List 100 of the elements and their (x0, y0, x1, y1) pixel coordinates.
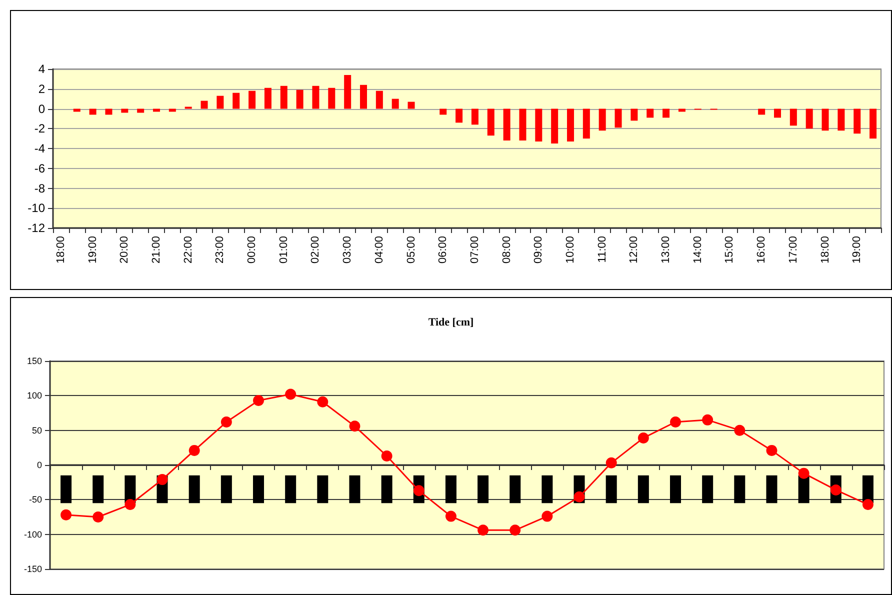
point (317, 396, 328, 408)
x-tick-label: 20:00 (118, 236, 131, 264)
x-tick-label: 16:00 (756, 236, 768, 264)
y-tick-label: -50 (28, 494, 42, 505)
point (253, 395, 264, 406)
y-tick-label: 2 (38, 82, 46, 96)
x-tick-label: 12:00 (628, 236, 640, 264)
x-tick-label: 17:00 (787, 236, 800, 264)
y-tick-label: -2 (34, 122, 46, 136)
bar (89, 108, 96, 115)
point (60, 509, 72, 520)
x-tick-label: 14:00 (692, 236, 704, 264)
bar (774, 108, 781, 118)
x-tick-label: 22:00 (182, 236, 194, 264)
point (478, 524, 489, 536)
x-tick-label: 05:00 (405, 236, 418, 264)
bar (440, 108, 447, 115)
point (830, 484, 842, 496)
x-tick-label: 11:00 (596, 236, 608, 263)
point (606, 457, 617, 468)
point (156, 474, 168, 486)
bar (503, 108, 510, 141)
y-tick-label: -100 (24, 529, 42, 540)
bar (614, 108, 622, 128)
point (702, 414, 714, 426)
bar (471, 108, 478, 125)
bar (312, 86, 320, 109)
bar (630, 108, 638, 121)
bar (200, 100, 208, 109)
bar (838, 108, 845, 131)
bar (105, 108, 112, 115)
point (862, 499, 874, 510)
point (381, 450, 392, 462)
bar (232, 92, 240, 109)
bar (487, 108, 494, 136)
bar (646, 108, 654, 118)
x-tick-label: 15:00 (724, 236, 736, 264)
bar (870, 108, 877, 139)
point (124, 499, 136, 510)
bar (456, 108, 463, 123)
bar (216, 96, 224, 109)
point (734, 424, 746, 436)
bar (551, 108, 558, 144)
bar (392, 98, 399, 109)
x-tick-label: 01:00 (278, 236, 290, 264)
bar (598, 108, 606, 131)
point (766, 444, 778, 456)
bar (535, 108, 542, 142)
x-tick-label: 19:00 (851, 236, 864, 264)
bar (790, 108, 797, 126)
bar (806, 108, 813, 129)
y-tick-label: 50 (32, 425, 42, 436)
point (445, 510, 456, 522)
x-tick-label: 08:00 (500, 236, 513, 264)
point (542, 510, 553, 522)
bar (328, 88, 336, 109)
x-tick-label: 06:00 (437, 236, 450, 264)
x-tick-label: 18:00 (819, 236, 832, 264)
bar (567, 108, 574, 142)
y-tick-label: -4 (34, 142, 46, 156)
x-tick-label: 02:00 (310, 236, 322, 264)
bar (376, 90, 383, 109)
x-tick-label: 21:00 (150, 236, 162, 264)
point (220, 416, 232, 428)
point (92, 512, 104, 522)
bar (854, 108, 861, 134)
point (510, 524, 521, 536)
point (798, 468, 810, 479)
x-tick-label: 03:00 (342, 236, 354, 264)
bar (758, 108, 766, 115)
x-tick-label: 04:00 (373, 236, 386, 264)
point (638, 432, 649, 444)
bar (344, 74, 352, 109)
bar (264, 88, 272, 109)
point (413, 485, 424, 496)
x-tick-label: 23:00 (214, 236, 226, 264)
point (349, 420, 360, 432)
y-tick-label: -6 (34, 161, 46, 176)
bar (408, 102, 415, 109)
y-tick-label: 150 (26, 356, 42, 366)
bar (360, 84, 367, 109)
bar (822, 108, 829, 131)
x-tick-label: 13:00 (660, 236, 672, 264)
y-tick-label: 100 (26, 390, 42, 401)
y-tick-label: 0 (36, 460, 42, 470)
bar (280, 86, 288, 109)
y-tick-label: -150 (24, 564, 42, 574)
x-tick-label: 07:00 (468, 236, 481, 264)
point (670, 416, 681, 428)
x-tick-label: 10:00 (564, 236, 576, 264)
x-tick-label: 09:00 (532, 236, 545, 264)
x-tick-label: 18:00 (54, 236, 67, 264)
x-tick-label: 19:00 (86, 236, 99, 264)
chart-title: Tide [cm] (428, 316, 474, 328)
y-tick-label: 0 (38, 102, 46, 116)
bar (248, 90, 256, 109)
point (574, 491, 585, 502)
bar (582, 108, 590, 139)
bar (519, 108, 526, 141)
y-tick-label: -12 (28, 221, 46, 235)
